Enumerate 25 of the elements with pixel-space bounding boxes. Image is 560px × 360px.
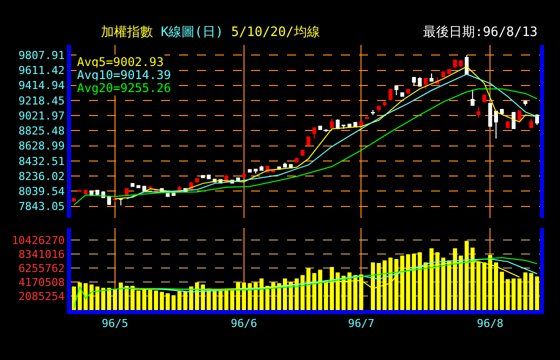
y-tick-label: 9218.45 bbox=[18, 94, 65, 108]
y-tick-label: 7843.05 bbox=[18, 200, 65, 214]
y-tick-label: 9414.94 bbox=[18, 79, 66, 92]
y-tick-label: 4170508 bbox=[18, 276, 65, 289]
x-tick-label: 96/5 bbox=[102, 317, 128, 330]
y-tick-label: 8236.02 bbox=[18, 170, 65, 183]
x-tick-label: 96/8 bbox=[476, 317, 504, 330]
text: Avg10=9014.39 bbox=[77, 68, 171, 82]
y-tick-label: 6255762 bbox=[18, 262, 65, 275]
text: Avg20=9255.26 bbox=[77, 81, 171, 95]
y-tick-label: 8628.99 bbox=[18, 140, 65, 153]
text: 最後日期:96/8/13 bbox=[423, 25, 538, 40]
y-tick-label: 8341016 bbox=[18, 248, 65, 261]
y-tick-label: 2085254 bbox=[18, 290, 66, 303]
y-tick-label: 9611.42 bbox=[18, 64, 65, 78]
y-tick-label: 8039.54 bbox=[18, 185, 66, 198]
text: Avg5=9002.93 bbox=[77, 55, 164, 69]
x-tick-label: 96/6 bbox=[230, 317, 258, 330]
y-tick-label: 9021.97 bbox=[18, 109, 65, 122]
y-tick-label: 10426270 bbox=[12, 234, 65, 247]
y-tick-label: 8825.48 bbox=[18, 124, 65, 138]
y-tick-label: 8432.51 bbox=[18, 154, 65, 168]
chart-title: 加權指數 K線圖(日) 5/10/20/均線 bbox=[101, 25, 320, 40]
x-tick-label: 96/7 bbox=[348, 317, 374, 330]
y-tick-label: 9807.91 bbox=[18, 49, 65, 62]
